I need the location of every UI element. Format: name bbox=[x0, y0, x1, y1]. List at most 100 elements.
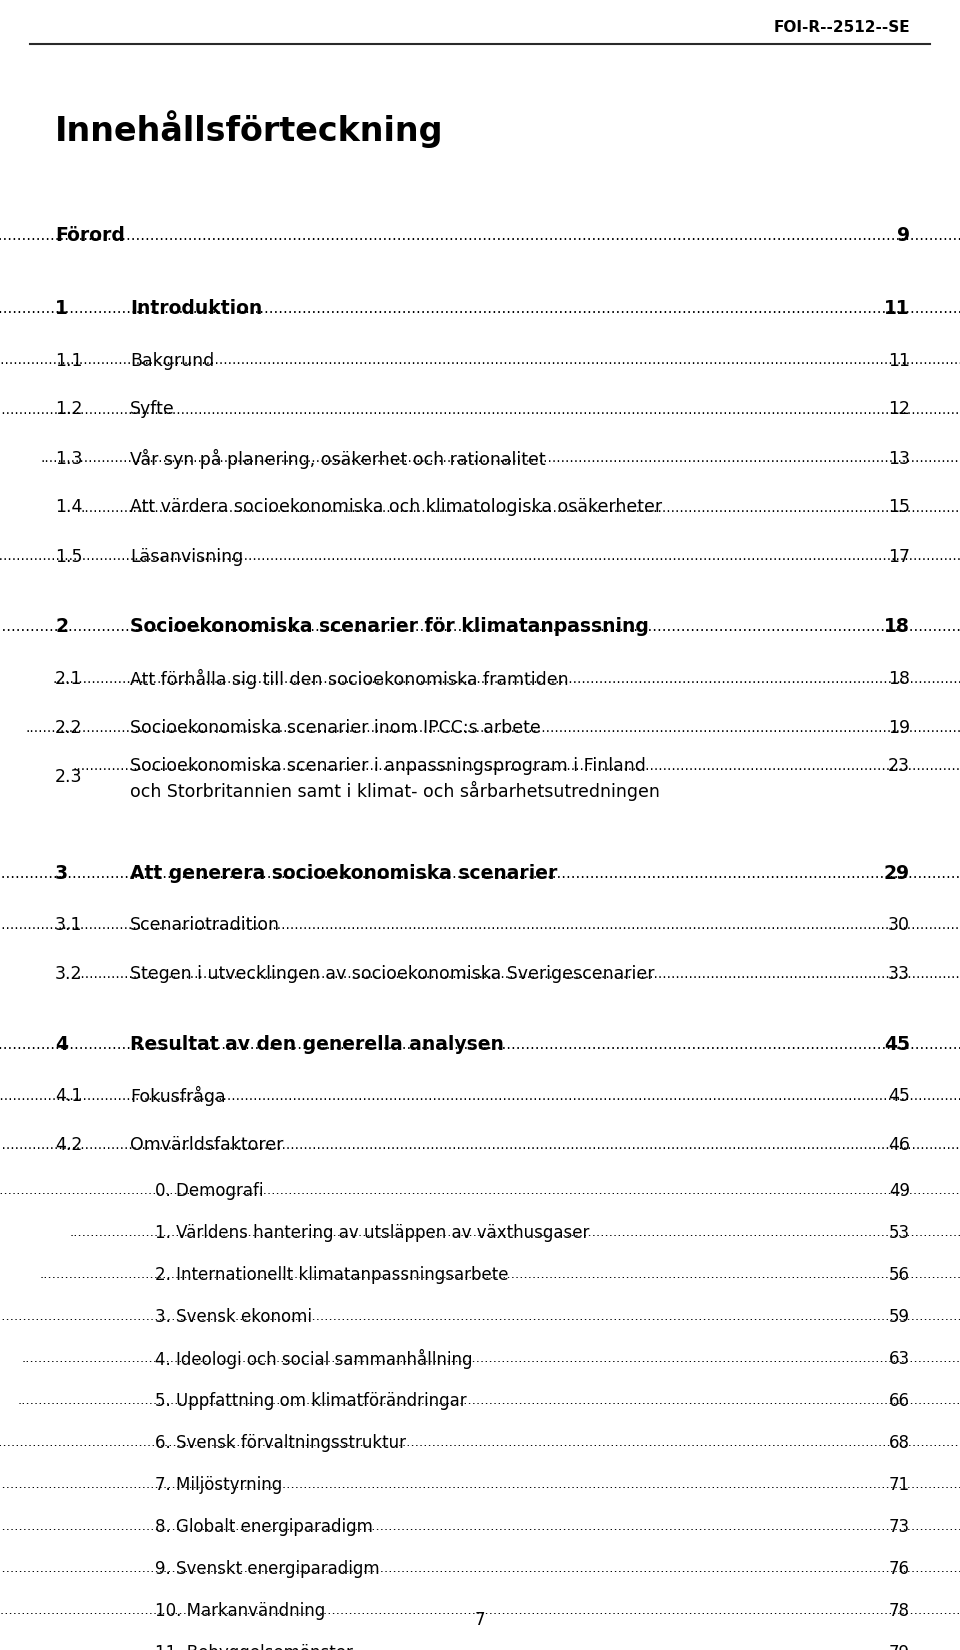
Text: Omvärldsfaktorer: Omvärldsfaktorer bbox=[130, 1137, 283, 1155]
Text: 7: 7 bbox=[475, 1610, 485, 1629]
Text: 13: 13 bbox=[888, 449, 910, 467]
Text: 11. Bebyggelsemönster: 11. Bebyggelsemönster bbox=[155, 1643, 353, 1650]
Text: 1. Världens hantering av utsläppen av växthusgaser: 1. Världens hantering av utsläppen av vä… bbox=[155, 1224, 589, 1242]
Text: 18: 18 bbox=[888, 670, 910, 688]
Text: ................................................................................: ........................................… bbox=[0, 353, 960, 368]
Text: Bakgrund: Bakgrund bbox=[130, 351, 214, 370]
Text: 2.3: 2.3 bbox=[55, 767, 83, 785]
Text: ................................................................................: ........................................… bbox=[0, 919, 960, 932]
Text: 63: 63 bbox=[889, 1350, 910, 1368]
Text: 9: 9 bbox=[897, 226, 910, 244]
Text: 1.3: 1.3 bbox=[55, 449, 83, 467]
Text: 6. Svensk förvaltningsstruktur: 6. Svensk förvaltningsstruktur bbox=[155, 1434, 406, 1452]
Text: Vår syn på planering, osäkerhet och rationalitet: Vår syn på planering, osäkerhet och rati… bbox=[130, 449, 545, 469]
Text: 73: 73 bbox=[889, 1518, 910, 1536]
Text: 5. Uppfattning om klimatförändringar: 5. Uppfattning om klimatförändringar bbox=[155, 1393, 467, 1411]
Text: 4: 4 bbox=[55, 1035, 68, 1054]
Text: och Storbritannien samt i klimat- och sårbarhetsutredningen: och Storbritannien samt i klimat- och så… bbox=[130, 780, 660, 802]
Text: ................................................................................: ........................................… bbox=[0, 1036, 960, 1053]
Text: 1.1: 1.1 bbox=[55, 351, 83, 370]
Text: 2.2: 2.2 bbox=[55, 718, 83, 736]
Text: ................................................................................: ........................................… bbox=[70, 1226, 960, 1239]
Text: 46: 46 bbox=[888, 1137, 910, 1155]
Text: 8. Globalt energiparadigm: 8. Globalt energiparadigm bbox=[155, 1518, 372, 1536]
Text: 3.1: 3.1 bbox=[55, 916, 83, 934]
Text: ................................................................................: ........................................… bbox=[0, 1138, 960, 1152]
Text: 56: 56 bbox=[889, 1266, 910, 1284]
Text: 11: 11 bbox=[884, 299, 910, 318]
Text: 3. Svensk ekonomi: 3. Svensk ekonomi bbox=[155, 1308, 312, 1327]
Text: FOI-R--2512--SE: FOI-R--2512--SE bbox=[774, 20, 910, 35]
Text: ................................................................................: ........................................… bbox=[17, 1394, 960, 1407]
Text: 68: 68 bbox=[889, 1434, 910, 1452]
Text: 59: 59 bbox=[889, 1308, 910, 1327]
Text: ................................................................................: ........................................… bbox=[0, 1647, 960, 1650]
Text: 1.2: 1.2 bbox=[55, 401, 83, 419]
Text: Socioekonomiska scenarier för klimatanpassning: Socioekonomiska scenarier för klimatanpa… bbox=[130, 617, 649, 635]
Text: Att värdera socioekonomiska och klimatologiska osäkerheter: Att värdera socioekonomiska och klimatol… bbox=[130, 498, 662, 516]
Text: Innehållsförteckning: Innehållsförteckning bbox=[55, 111, 444, 148]
Text: ................................................................................: ........................................… bbox=[0, 1310, 960, 1323]
Text: 15: 15 bbox=[888, 498, 910, 516]
Text: Läsanvisning: Läsanvisning bbox=[130, 548, 243, 566]
Text: ................................................................................: ........................................… bbox=[0, 866, 960, 881]
Text: ................................................................................: ........................................… bbox=[25, 721, 960, 734]
Text: 76: 76 bbox=[889, 1559, 910, 1577]
Text: 17: 17 bbox=[888, 548, 910, 566]
Text: Stegen i utvecklingen av socioekonomiska Sverigescenarier: Stegen i utvecklingen av socioekonomiska… bbox=[130, 965, 655, 983]
Text: 79: 79 bbox=[889, 1643, 910, 1650]
Text: 4.1: 4.1 bbox=[55, 1087, 83, 1106]
Text: ................................................................................: ........................................… bbox=[0, 1604, 960, 1617]
Text: Att generera socioekonomiska scenarier: Att generera socioekonomiska scenarier bbox=[130, 865, 558, 883]
Text: 23: 23 bbox=[888, 757, 910, 776]
Text: Syfte: Syfte bbox=[130, 401, 175, 419]
Text: Socioekonomiska scenarier i anpassningsprogram i Finland: Socioekonomiska scenarier i anpassningsp… bbox=[130, 757, 646, 776]
Text: Att förhålla sig till den socioekonomiska framtiden: Att förhålla sig till den socioekonomisk… bbox=[130, 668, 568, 688]
Text: ................................................................................: ........................................… bbox=[0, 228, 960, 243]
Text: 1: 1 bbox=[55, 299, 68, 318]
Text: ................................................................................: ........................................… bbox=[72, 759, 960, 772]
Text: ................................................................................: ........................................… bbox=[0, 549, 960, 564]
Text: Socioekonomiska scenarier inom IPCC:s arbete: Socioekonomiska scenarier inom IPCC:s ar… bbox=[130, 718, 540, 736]
Text: 78: 78 bbox=[889, 1602, 910, 1620]
Text: Resultat av den generella analysen: Resultat av den generella analysen bbox=[130, 1035, 504, 1054]
Text: 2. Internationellt klimatanpassningsarbete: 2. Internationellt klimatanpassningsarbe… bbox=[155, 1266, 509, 1284]
Text: ................................................................................: ........................................… bbox=[40, 1269, 960, 1282]
Text: 2: 2 bbox=[55, 617, 68, 635]
Text: 9. Svenskt energiparadigm: 9. Svenskt energiparadigm bbox=[155, 1559, 379, 1577]
Text: 1.5: 1.5 bbox=[55, 548, 83, 566]
Text: 49: 49 bbox=[889, 1181, 910, 1200]
Text: ................................................................................: ........................................… bbox=[0, 403, 960, 416]
Text: ................................................................................: ........................................… bbox=[53, 672, 960, 685]
Text: ................................................................................: ........................................… bbox=[0, 1089, 960, 1104]
Text: 0. Demografi: 0. Demografi bbox=[155, 1181, 263, 1200]
Text: 2.1: 2.1 bbox=[55, 670, 83, 688]
Text: ................................................................................: ........................................… bbox=[0, 1478, 960, 1492]
Text: 4.2: 4.2 bbox=[55, 1137, 83, 1155]
Text: 18: 18 bbox=[884, 617, 910, 635]
Text: ................................................................................: ........................................… bbox=[0, 1437, 960, 1449]
Text: ................................................................................: ........................................… bbox=[0, 1563, 960, 1576]
Text: ................................................................................: ........................................… bbox=[41, 452, 960, 465]
Text: 66: 66 bbox=[889, 1393, 910, 1411]
Text: 3: 3 bbox=[55, 865, 68, 883]
Text: 45: 45 bbox=[884, 1035, 910, 1054]
Text: 4. Ideologi och social sammanhållning: 4. Ideologi och social sammanhållning bbox=[155, 1350, 472, 1369]
Text: Scenariotradition: Scenariotradition bbox=[130, 916, 280, 934]
Text: 29: 29 bbox=[884, 865, 910, 883]
Text: 11: 11 bbox=[888, 351, 910, 370]
Text: 19: 19 bbox=[888, 718, 910, 736]
Text: 30: 30 bbox=[888, 916, 910, 934]
Text: ................................................................................: ........................................… bbox=[0, 1520, 960, 1533]
Text: 7. Miljöstyrning: 7. Miljöstyrning bbox=[155, 1477, 282, 1493]
Text: ................................................................................: ........................................… bbox=[81, 500, 960, 515]
Text: 45: 45 bbox=[888, 1087, 910, 1106]
Text: ................................................................................: ........................................… bbox=[21, 1353, 960, 1366]
Text: Fokusfråga: Fokusfråga bbox=[130, 1086, 226, 1107]
Text: 10. Markanvändning: 10. Markanvändning bbox=[155, 1602, 325, 1620]
Text: Förord: Förord bbox=[55, 226, 125, 244]
Text: 53: 53 bbox=[889, 1224, 910, 1242]
Text: ................................................................................: ........................................… bbox=[0, 619, 960, 634]
Text: ................................................................................: ........................................… bbox=[0, 1185, 960, 1198]
Text: 3.2: 3.2 bbox=[55, 965, 83, 983]
